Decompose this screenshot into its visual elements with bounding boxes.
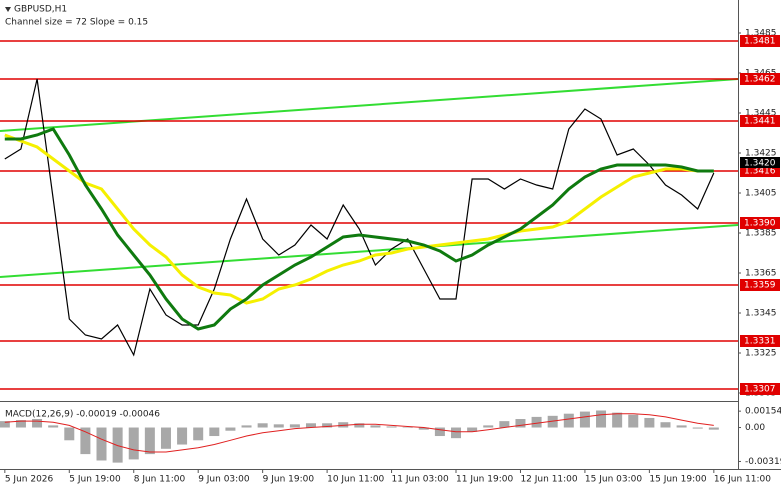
macd-bar (257, 423, 268, 428)
x-tick-label: 11 Jun 19:00 (456, 475, 513, 485)
symbol-icon (5, 7, 11, 12)
x-tick-label: 10 Jun 11:00 (327, 475, 384, 485)
macd-bar (48, 425, 59, 428)
macd-bar (708, 427, 719, 430)
level-label: 1.3441 (744, 117, 776, 127)
y-tick-label: 1.3405 (745, 189, 777, 199)
macd-bar (144, 427, 155, 455)
macd-bar (563, 413, 574, 428)
y-tick-label: 1.3325 (745, 349, 777, 359)
macd-bar (225, 427, 236, 431)
macd-bar (273, 424, 284, 428)
macd-bar (676, 425, 687, 428)
macd-bar (112, 427, 123, 463)
macd-bar (128, 427, 139, 460)
level-label: 1.3390 (744, 219, 776, 229)
chart-subtitle: Channel size = 72 Slope = 0.15 (5, 18, 148, 28)
x-tick-label: 15 Jun 19:00 (649, 475, 706, 485)
macd-bar (160, 427, 171, 449)
macd-bar (64, 427, 75, 441)
level-label: 1.3462 (744, 75, 776, 85)
signal-line (4, 413, 714, 453)
macd-bar (402, 427, 413, 429)
macd-bar (177, 427, 188, 445)
level-label-box (740, 217, 780, 229)
macd-bar (467, 427, 478, 432)
y-tick-label: 1.3445 (745, 109, 777, 119)
macd-bar (289, 424, 300, 428)
macd-bar (209, 427, 220, 437)
chart-title: GBPUSD,H1 (14, 5, 67, 15)
macd-bar (628, 414, 639, 428)
x-tick-label: 9 Jun 03:00 (198, 475, 250, 485)
level-label: 1.3331 (744, 337, 776, 347)
macd-bar (531, 416, 542, 428)
last-price-label: 1.3420 (744, 159, 776, 169)
macd-bar (338, 422, 349, 428)
y-tick-label: 1.3345 (745, 309, 777, 319)
macd-bar (547, 415, 558, 428)
level-label-box (740, 335, 780, 347)
last-price-box (740, 157, 780, 168)
level-label: 1.3359 (744, 281, 776, 291)
macd-bar (596, 410, 607, 428)
trend-line (0, 78, 739, 132)
level-label-box (740, 35, 780, 47)
level-label: 1.3307 (744, 385, 776, 395)
macd-bar (32, 419, 43, 428)
price-line (4, 127, 714, 331)
x-tick-label: 16 Jun 11:00 (714, 475, 771, 485)
macd-bar (241, 425, 252, 428)
y-tick-label: 0.00 (745, 423, 765, 433)
level-label-box (740, 115, 780, 127)
macd-bar (354, 423, 365, 428)
x-tick-label: 11 Jun 03:00 (392, 475, 449, 485)
macd-bar (692, 427, 703, 429)
macd-bar (0, 421, 10, 428)
macd-title: MACD(12,26,9) -0.00019 -0.00046 (5, 410, 160, 420)
macd-bar (451, 427, 462, 439)
x-tick-label: 15 Jun 03:00 (585, 475, 642, 485)
macd-bar (612, 412, 623, 428)
y-tick-label: 1.3365 (745, 269, 777, 279)
level-label: 1.3416 (744, 167, 776, 177)
x-tick-label: 5 Jun 19:00 (69, 475, 121, 485)
macd-bar (305, 423, 316, 428)
macd-bar (322, 423, 333, 428)
macd-bar (386, 426, 397, 428)
macd-bar (644, 417, 655, 428)
level-label-box (740, 279, 780, 291)
macd-bar (96, 427, 107, 461)
x-tick-label: 5 Jun 2026 (5, 475, 54, 485)
macd-bar (434, 427, 445, 437)
macd-bar (483, 425, 494, 428)
macd-bar (499, 421, 510, 428)
level-label-box (740, 73, 780, 85)
macd-bar (579, 411, 590, 428)
macd-bar (193, 427, 204, 441)
macd-bar (80, 427, 91, 455)
x-tick-label: 12 Jun 11:00 (520, 475, 577, 485)
y-tick-label: -0.00319 (745, 457, 781, 467)
y-tick-label: 1.3425 (745, 149, 777, 159)
macd-bar (15, 420, 26, 428)
y-tick-label: 0.00154 (745, 407, 781, 417)
x-tick-label: 8 Jun 11:00 (134, 475, 186, 485)
y-tick-label: 1.3485 (745, 29, 777, 39)
level-label: 1.3481 (744, 37, 776, 47)
price-line (4, 133, 714, 305)
price-line (4, 78, 715, 357)
x-tick-label: 9 Jun 19:00 (263, 475, 315, 485)
y-tick-label: 1.3385 (745, 229, 777, 239)
level-label-box (740, 383, 780, 395)
macd-bar (370, 425, 381, 428)
macd-bar (515, 419, 526, 428)
macd-bar (418, 427, 429, 430)
macd-bar (660, 422, 671, 428)
